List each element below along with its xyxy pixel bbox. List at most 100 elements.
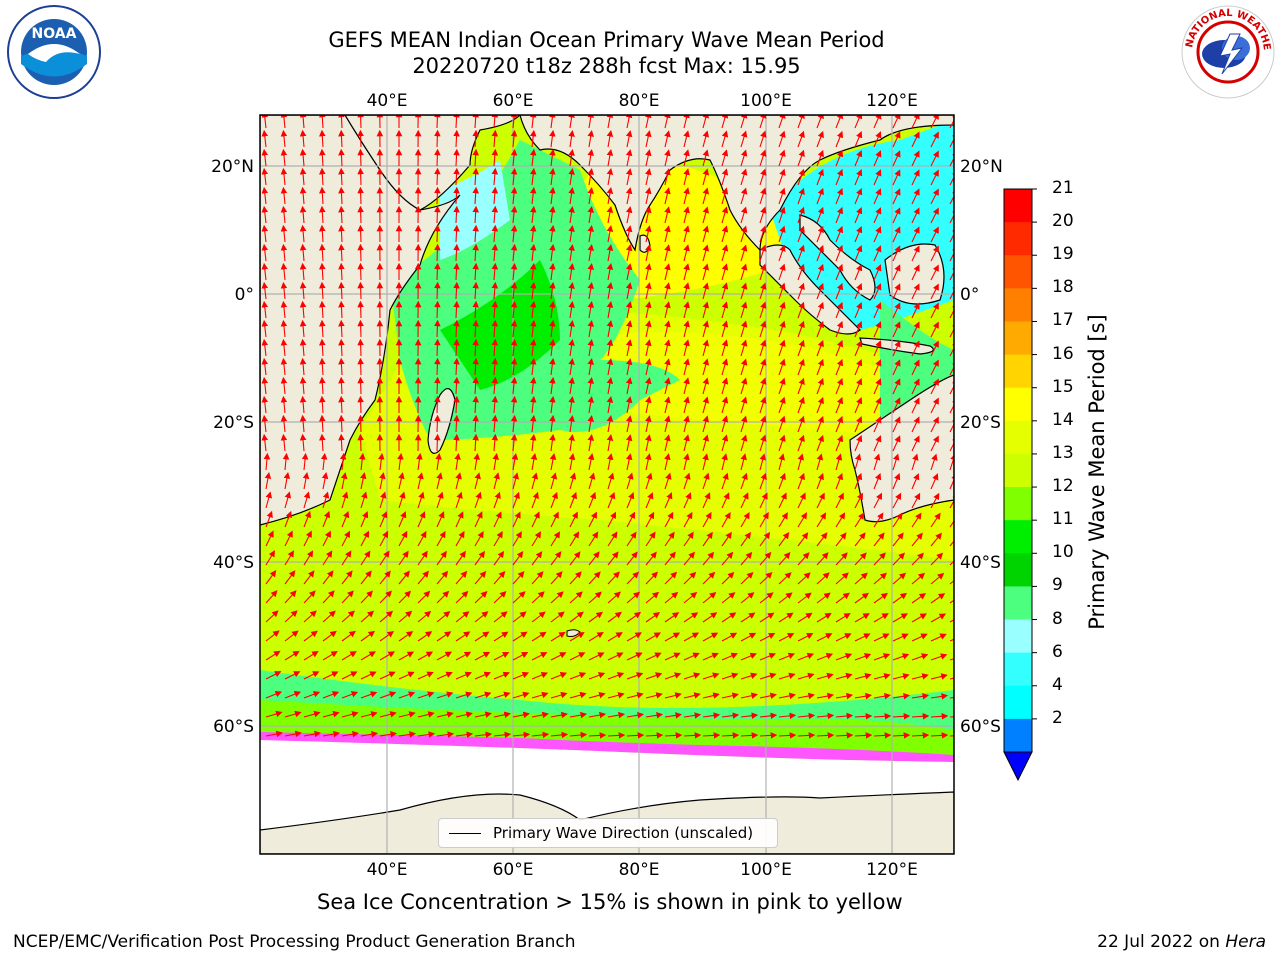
- wave-direction-arrow: [360, 651, 376, 661]
- wave-direction-arrow: [607, 551, 619, 566]
- wave-direction-arrow: [645, 571, 658, 585]
- wave-direction-arrow: [683, 672, 701, 680]
- wave-direction-arrow: [721, 263, 729, 281]
- wave-direction-arrow: [645, 130, 652, 148]
- wave-direction-arrow: [303, 630, 318, 642]
- wave-direction-arrow: [930, 340, 939, 357]
- wave-direction-arrow: [645, 320, 652, 338]
- lat-label: 20°S: [960, 413, 1001, 433]
- wave-direction-arrow: [319, 433, 326, 452]
- wave-direction-arrow: [759, 551, 772, 566]
- wave-direction-arrow: [417, 570, 429, 585]
- wave-direction-arrow: [454, 452, 461, 471]
- wave-direction-arrow: [455, 550, 466, 566]
- wave-direction-arrow: [472, 376, 479, 395]
- wave-direction-arrow: [854, 453, 862, 471]
- wave-direction-arrow: [816, 115, 824, 129]
- wave-direction-arrow: [549, 319, 556, 338]
- wave-direction-arrow: [854, 713, 873, 720]
- lat-label: 20°N: [211, 157, 254, 177]
- colorbar-label: Primary Wave Mean Period [s]: [1085, 314, 1109, 630]
- wave-direction-arrow: [816, 396, 824, 414]
- wave-direction-arrow: [378, 452, 385, 471]
- wave-direction-arrow: [434, 433, 441, 452]
- wave-direction-arrow: [587, 281, 595, 300]
- lat-labels-right: 20°N 0° 20°S 40°S 60°S: [960, 157, 1003, 737]
- wave-direction-arrow: [322, 691, 340, 699]
- wave-direction-arrow: [341, 550, 352, 566]
- wave-direction-arrow: [702, 712, 721, 719]
- wave-direction-arrow: [759, 149, 767, 167]
- wave-direction-arrow: [778, 168, 786, 186]
- wave-direction-arrow: [341, 510, 350, 528]
- wave-direction-arrow: [261, 205, 269, 224]
- wave-direction-arrow: [797, 358, 805, 376]
- wave-direction-arrow: [664, 130, 671, 148]
- legend-label: Primary Wave Direction (unscaled): [493, 824, 754, 842]
- wave-direction-arrow: [740, 592, 755, 604]
- wave-direction-arrow: [284, 730, 302, 738]
- wave-direction-arrow: [816, 244, 824, 262]
- wave-direction-arrow: [683, 377, 690, 395]
- wave-direction-arrow: [569, 652, 586, 661]
- wave-direction-arrow: [299, 243, 307, 262]
- wave-direction-arrow: [529, 414, 537, 433]
- wave-direction-arrow: [338, 376, 345, 395]
- wave-direction-arrow: [645, 263, 652, 281]
- wave-direction-arrow: [265, 610, 279, 623]
- wave-direction-arrow: [702, 377, 710, 395]
- wave-direction-arrow: [322, 510, 331, 528]
- wave-direction-arrow: [911, 397, 920, 414]
- wave-direction-arrow: [721, 692, 739, 699]
- wave-direction-arrow: [303, 710, 321, 718]
- wave-direction-arrow: [491, 338, 499, 357]
- wave-direction-arrow: [683, 511, 693, 528]
- wave-direction-arrow: [529, 300, 537, 319]
- wave-direction-arrow: [474, 671, 491, 680]
- wave-direction-arrow: [911, 245, 920, 262]
- wave-direction-arrow: [740, 263, 748, 281]
- wave-direction-arrow: [778, 434, 786, 452]
- wave-direction-arrow: [702, 492, 711, 509]
- wave-direction-arrow: [778, 282, 786, 300]
- wave-direction-arrow: [357, 319, 364, 338]
- wave-direction-arrow: [664, 612, 680, 623]
- wave-direction-arrow: [512, 671, 530, 680]
- wave-direction-arrow: [587, 433, 595, 452]
- wave-direction-arrow: [892, 653, 910, 661]
- wave-direction-arrow: [664, 320, 671, 338]
- wave-direction-arrow: [892, 473, 901, 490]
- wave-direction-arrow: [550, 472, 558, 490]
- wave-direction-arrow: [453, 129, 460, 148]
- wave-direction-arrow: [702, 396, 710, 414]
- wave-direction-arrow: [664, 149, 671, 167]
- wave-direction-arrow: [357, 433, 364, 452]
- wave-direction-arrow: [417, 610, 432, 623]
- wave-direction-arrow: [455, 611, 470, 623]
- wave-direction-arrow: [911, 473, 920, 490]
- wave-direction-arrow: [854, 378, 863, 395]
- wave-direction-arrow: [303, 671, 320, 680]
- wave-direction-arrow: [740, 551, 753, 566]
- wave-direction-arrow: [797, 532, 809, 547]
- wave-direction-arrow: [606, 414, 614, 433]
- lon-label: 60°E: [493, 860, 534, 880]
- wave-direction-arrow: [322, 710, 340, 718]
- wave-direction-arrow: [949, 579, 954, 585]
- wave-direction-arrow: [816, 434, 824, 452]
- colorbar-tick-label: 17: [1052, 310, 1074, 331]
- lon-label: 40°E: [367, 860, 408, 880]
- wave-direction-arrow: [319, 395, 326, 414]
- wave-direction-arrow: [299, 357, 307, 376]
- wave-direction-arrow: [873, 633, 890, 642]
- wave-direction-arrow: [892, 115, 901, 129]
- wave-direction-arrow: [702, 358, 710, 376]
- wave-direction-arrow: [702, 453, 709, 471]
- wave-direction-arrow: [873, 226, 882, 243]
- wave-direction-arrow: [568, 395, 575, 414]
- colorbar-tick-label: 14: [1052, 409, 1074, 430]
- wave-direction-arrow: [568, 148, 575, 167]
- wave-direction-arrow: [683, 115, 690, 129]
- colorbar-tick-label: 10: [1052, 542, 1074, 563]
- wave-direction-arrow: [854, 264, 863, 281]
